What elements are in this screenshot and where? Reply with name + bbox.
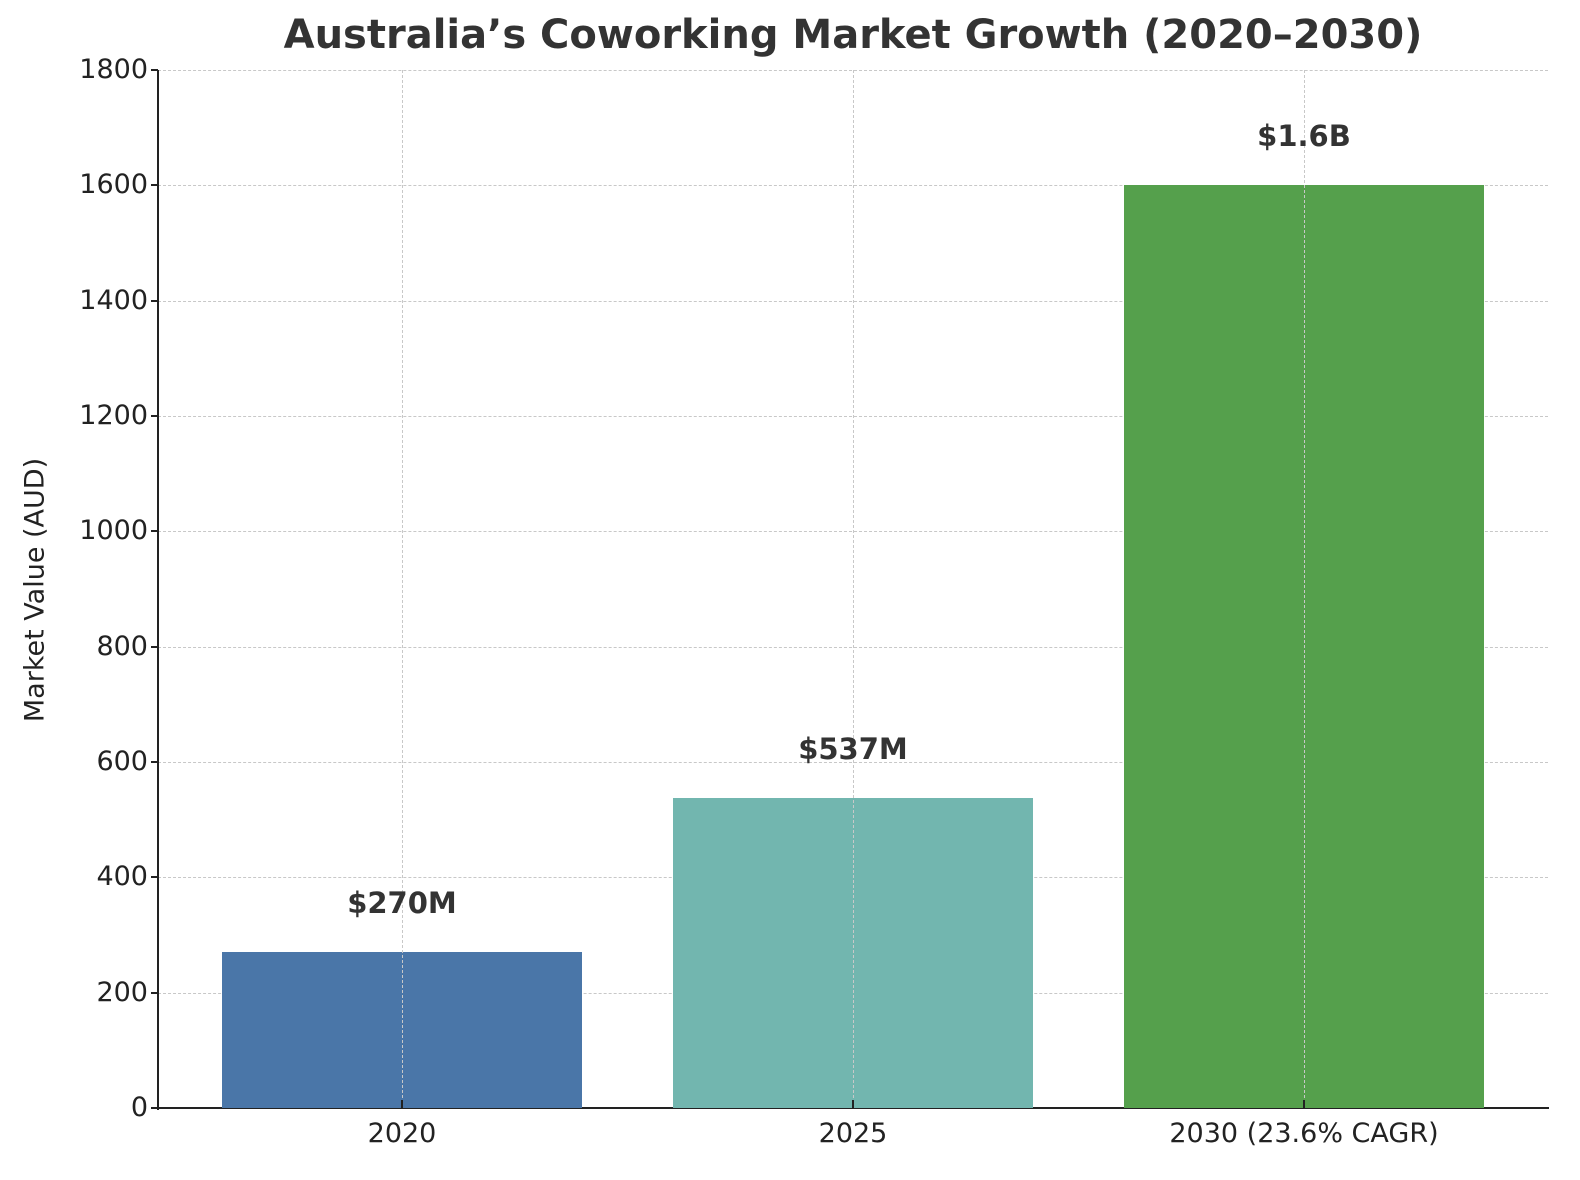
y-tick-label: 800 (96, 630, 148, 662)
x-tick-mark (401, 1100, 403, 1108)
y-tick-label: 1200 (79, 400, 148, 431)
y-tick-mark (151, 876, 158, 879)
y-tick-mark (151, 645, 158, 648)
y-tick-mark (151, 530, 158, 533)
x-tick-mark (1303, 1100, 1305, 1108)
y-tick-mark (151, 69, 158, 71)
y-axis-label: Market Value (AUD) (19, 457, 51, 723)
v-gridline (1304, 70, 1305, 1108)
y-tick-label: 600 (96, 746, 148, 777)
plot-area: $270M $537M $1.6B (158, 70, 1548, 1108)
y-tick-label: 1600 (79, 169, 148, 201)
x-tick-label: 2030 (23.6% CAGR) (1169, 1118, 1439, 1149)
y-tick-mark (151, 415, 158, 417)
y-tick-mark (151, 184, 158, 187)
x-axis-line (157, 1107, 1549, 1109)
y-tick-label: 400 (96, 861, 148, 893)
bar-value-label: $537M (798, 732, 908, 767)
y-tick-mark (151, 761, 158, 763)
y-tick-label: 1800 (79, 54, 148, 85)
y-tick-label: 1400 (79, 284, 148, 316)
y-axis-line (157, 70, 159, 1110)
x-tick-label: 2025 (818, 1118, 888, 1149)
v-gridline (402, 70, 403, 1108)
chart-title: Australia’s Coworking Market Growth (202… (283, 12, 1423, 58)
v-gridline (853, 70, 854, 1108)
x-tick-label: 2020 (367, 1118, 437, 1149)
bar-value-label: $1.6B (1257, 119, 1351, 154)
y-tick-label: 0 (130, 1092, 148, 1123)
y-tick-mark (151, 1107, 158, 1109)
y-tick-mark (151, 299, 158, 302)
bar-value-label: $270M (347, 886, 457, 921)
y-tick-label: 200 (96, 976, 148, 1008)
y-tick-label: 1000 (79, 515, 148, 547)
x-tick-mark (852, 1100, 854, 1108)
y-tick-mark (151, 991, 158, 994)
